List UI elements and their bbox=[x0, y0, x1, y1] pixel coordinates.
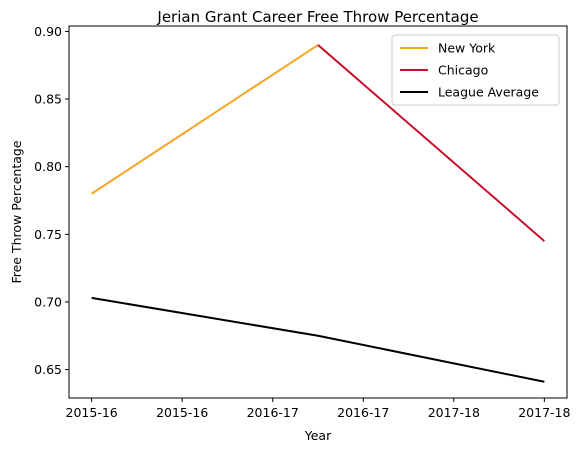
legend: New York Chicago League Average bbox=[391, 34, 560, 106]
legend-box bbox=[391, 34, 560, 106]
legend-label: New York bbox=[438, 41, 496, 56]
y-tick-label: 0.70 bbox=[34, 294, 62, 309]
x-axis-title: Year bbox=[304, 428, 332, 443]
chart-title: Jerian Grant Career Free Throw Percentag… bbox=[156, 8, 478, 26]
legend-label: League Average bbox=[438, 85, 539, 100]
plot-frame bbox=[68, 25, 568, 399]
series-layer bbox=[91, 44, 546, 383]
y-tick-label: 0.85 bbox=[34, 92, 62, 107]
x-axis: 2015-16 2015-16 2016-17 2016-17 2017-18 2017-… bbox=[66, 398, 571, 420]
y-tick-label: 0.90 bbox=[34, 24, 62, 39]
y-tick-label: 0.80 bbox=[34, 159, 62, 174]
x-tick-label: 2015-16 bbox=[66, 405, 118, 420]
x-tick-label: 2017-18 bbox=[428, 405, 480, 420]
y-tick-label: 0.65 bbox=[34, 362, 62, 377]
series-line-new-york bbox=[91, 44, 319, 195]
y-axis-title: Free Throw Percentage bbox=[9, 140, 24, 283]
x-tick-label: 2016-17 bbox=[337, 405, 389, 420]
y-axis: 0.65 0.70 0.75 0.80 0.85 0.90 bbox=[34, 24, 69, 377]
x-tick-label: 2016-17 bbox=[247, 405, 299, 420]
legend-label: Chicago bbox=[438, 63, 488, 78]
series-line-league-average bbox=[91, 296, 545, 383]
x-tick-label: 2017-18 bbox=[518, 405, 570, 420]
series-line-chicago bbox=[317, 44, 546, 242]
y-tick-label: 0.75 bbox=[34, 227, 62, 242]
x-tick-label: 2015-16 bbox=[156, 405, 208, 420]
